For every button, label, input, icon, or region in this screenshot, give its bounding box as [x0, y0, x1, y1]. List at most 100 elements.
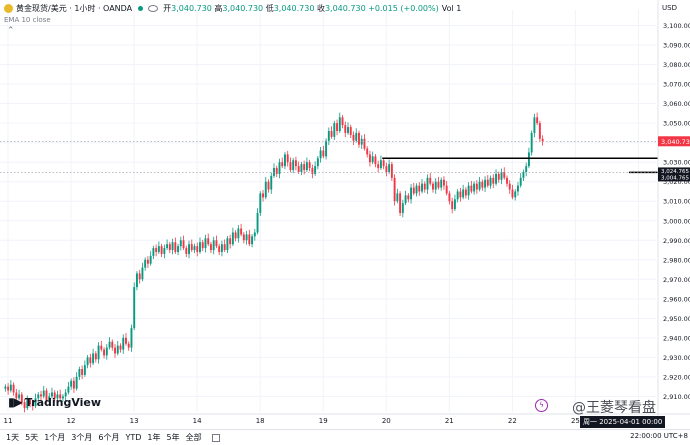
- currency-label[interactable]: USD: [662, 4, 677, 12]
- candle-body[interactable]: [179, 240, 182, 247]
- candle-body[interactable]: [122, 337, 125, 350]
- candle-body[interactable]: [453, 199, 456, 210]
- candle-body[interactable]: [67, 386, 70, 393]
- candle-body[interactable]: [157, 246, 160, 252]
- candle-body[interactable]: [289, 162, 292, 171]
- candle-body[interactable]: [193, 246, 196, 251]
- candle-body[interactable]: [484, 179, 487, 188]
- candle-body[interactable]: [119, 345, 122, 350]
- candle-body[interactable]: [407, 195, 410, 200]
- candle-body[interactable]: [29, 400, 31, 405]
- candle-body[interactable]: [212, 240, 215, 251]
- candle-body[interactable]: [459, 191, 462, 198]
- candle-body[interactable]: [338, 117, 341, 131]
- candle-body[interactable]: [116, 345, 119, 354]
- candle-body[interactable]: [166, 244, 169, 249]
- candle-body[interactable]: [94, 353, 97, 360]
- candle-body[interactable]: [456, 191, 459, 200]
- candle-body[interactable]: [311, 168, 314, 174]
- candle-body[interactable]: [327, 130, 330, 141]
- candle-body[interactable]: [72, 380, 75, 389]
- candle-body[interactable]: [256, 212, 259, 233]
- candle-body[interactable]: [18, 394, 21, 399]
- candle-body[interactable]: [100, 345, 103, 350]
- candle-body[interactable]: [23, 402, 26, 409]
- candle-body[interactable]: [319, 150, 322, 159]
- candle-body[interactable]: [464, 189, 467, 196]
- candle-body[interactable]: [410, 187, 413, 200]
- eye-icon[interactable]: [148, 5, 159, 12]
- candle-body[interactable]: [281, 162, 284, 167]
- candle-body[interactable]: [412, 187, 415, 194]
- range-1m[interactable]: 1个月: [44, 433, 66, 442]
- candle-body[interactable]: [103, 349, 106, 356]
- range-ytd[interactable]: YTD: [125, 433, 142, 442]
- candle-body[interactable]: [517, 185, 519, 192]
- candle-body[interactable]: [70, 380, 73, 387]
- candle-body[interactable]: [388, 164, 391, 172]
- candle-body[interactable]: [284, 154, 286, 167]
- candle-body[interactable]: [366, 148, 369, 155]
- candle-body[interactable]: [525, 166, 528, 172]
- candle-body[interactable]: [48, 396, 51, 401]
- candle-body[interactable]: [336, 123, 339, 131]
- candle-body[interactable]: [432, 183, 434, 190]
- lightning-icon[interactable]: ϟ: [535, 399, 548, 412]
- candle-body[interactable]: [492, 177, 495, 184]
- candle-body[interactable]: [527, 152, 530, 167]
- timezone-clock[interactable]: 22:00:00 UTC+8: [630, 432, 688, 440]
- candle-body[interactable]: [4, 386, 7, 389]
- candle-body[interactable]: [300, 164, 303, 172]
- candle-body[interactable]: [201, 242, 204, 249]
- candle-body[interactable]: [473, 183, 476, 192]
- candle-body[interactable]: [245, 234, 248, 241]
- candle-body[interactable]: [163, 248, 166, 254]
- candle-body[interactable]: [475, 183, 478, 190]
- candle-body[interactable]: [34, 398, 37, 407]
- candle-body[interactable]: [426, 177, 429, 190]
- candle-body[interactable]: [434, 181, 437, 190]
- symbol-legend[interactable]: 黄金现货/美元 · 1小时 · OANDA 开3,040.730 高3,040.…: [4, 3, 461, 14]
- candle-body[interactable]: [248, 234, 251, 245]
- candle-body[interactable]: [149, 255, 152, 264]
- range-6m[interactable]: 6个月: [98, 433, 120, 442]
- candle-body[interactable]: [231, 232, 234, 245]
- candle-body[interactable]: [56, 394, 59, 399]
- candle-body[interactable]: [185, 248, 188, 254]
- candle-body[interactable]: [240, 228, 243, 235]
- candle-body[interactable]: [267, 181, 270, 190]
- candle-body[interactable]: [264, 181, 267, 198]
- candle-body[interactable]: [204, 238, 207, 249]
- candle-body[interactable]: [316, 158, 319, 167]
- candle-body[interactable]: [130, 328, 133, 348]
- candle-body[interactable]: [536, 117, 539, 124]
- candle-body[interactable]: [53, 392, 56, 399]
- candle-body[interactable]: [114, 347, 116, 354]
- candles[interactable]: [4, 112, 544, 413]
- candle-body[interactable]: [182, 240, 185, 249]
- candle-body[interactable]: [237, 228, 240, 239]
- candle-body[interactable]: [286, 154, 289, 163]
- candle-body[interactable]: [305, 162, 308, 171]
- candle-body[interactable]: [215, 240, 218, 247]
- candle-body[interactable]: [97, 345, 100, 360]
- candle-body[interactable]: [530, 132, 533, 153]
- drawn-lines[interactable]: [0, 140, 658, 174]
- candle-body[interactable]: [92, 353, 95, 364]
- candle-body[interactable]: [514, 191, 517, 198]
- range-3m[interactable]: 3个月: [71, 433, 93, 442]
- candle-body[interactable]: [349, 127, 352, 135]
- candle-body[interactable]: [64, 392, 67, 397]
- candle-body[interactable]: [445, 185, 448, 194]
- candle-body[interactable]: [262, 193, 264, 198]
- candle-body[interactable]: [415, 185, 418, 194]
- candle-body[interactable]: [418, 185, 421, 192]
- candle-body[interactable]: [242, 234, 245, 241]
- candle-body[interactable]: [253, 232, 256, 237]
- candle-body[interactable]: [396, 193, 399, 202]
- candle-body[interactable]: [59, 394, 62, 399]
- candle-body[interactable]: [352, 134, 355, 141]
- candle-body[interactable]: [135, 273, 138, 288]
- candle-body[interactable]: [9, 384, 12, 391]
- candle-body[interactable]: [503, 171, 506, 178]
